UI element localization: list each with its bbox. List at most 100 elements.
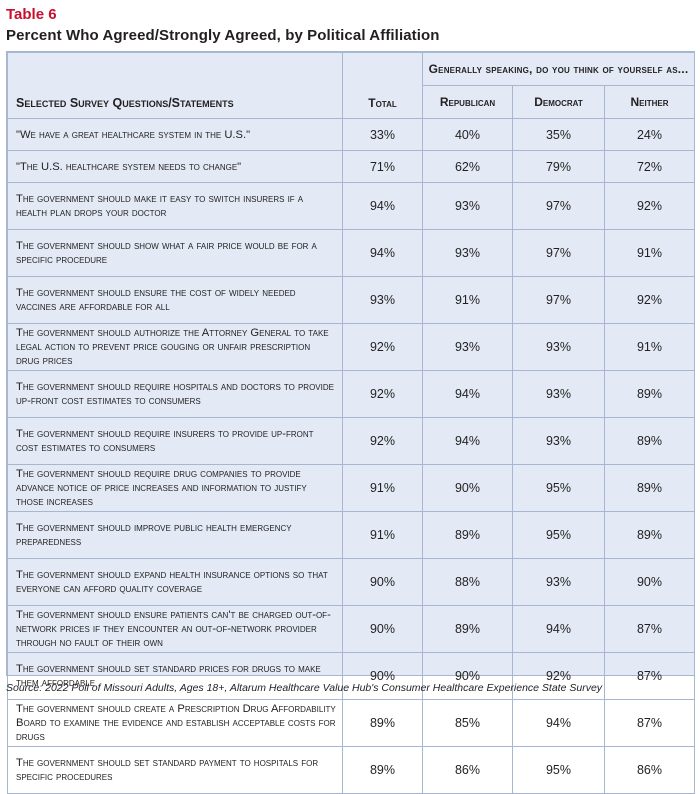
table-row: The government should create a Prescript… [7,699,695,747]
table-label: Table 6 [6,6,57,23]
question-column-header: Selected Survey Questions/Statements [7,52,343,119]
total-cell: 89% [342,746,423,794]
table-row: "The U.S. healthcare system needs to cha… [7,150,695,183]
republican-cell: 85% [422,699,513,747]
table-row: The government should ensure the cost of… [7,276,695,324]
neither-cell: 89% [604,417,695,465]
table-row: The government should ensure patients ca… [7,605,695,653]
table-row: "We have a great healthcare system in th… [7,118,695,151]
question-cell: The government should make it easy to sw… [7,182,343,230]
total-column-header: Total [342,52,423,119]
total-cell: 90% [342,605,423,653]
neither-cell: 92% [604,182,695,230]
question-cell: The government should authorize the Atto… [7,323,343,371]
neither-cell: 87% [604,699,695,747]
total-cell: 33% [342,118,423,151]
neither-cell: 86% [604,746,695,794]
table-row: The government should improve public hea… [7,511,695,559]
republican-cell: 93% [422,323,513,371]
neither-cell: 91% [604,323,695,371]
neither-cell: 72% [604,150,695,183]
neither-cell: 91% [604,229,695,277]
total-cell: 91% [342,464,423,512]
neither-cell: 87% [604,652,695,700]
neither-cell: 89% [604,370,695,418]
democrat-cell: 97% [512,182,605,230]
democrat-cell: 92% [512,652,605,700]
table-row: The government should set standard price… [7,652,695,700]
table-row: The government should set standard payme… [7,746,695,794]
democrat-column-header: Democrat [512,85,605,119]
question-cell: The government should require hospitals … [7,370,343,418]
republican-column-header: Republican [422,85,513,119]
question-cell: The government should require insurers t… [7,417,343,465]
neither-cell: 92% [604,276,695,324]
total-cell: 92% [342,323,423,371]
survey-table: Selected Survey Questions/Statements Tot… [6,51,695,794]
republican-cell: 90% [422,652,513,700]
neither-cell: 89% [604,511,695,559]
republican-cell: 88% [422,558,513,606]
democrat-cell: 79% [512,150,605,183]
question-cell: The government should require drug compa… [7,464,343,512]
republican-cell: 86% [422,746,513,794]
democrat-cell: 35% [512,118,605,151]
question-cell: "The U.S. healthcare system needs to cha… [7,150,343,183]
neither-cell: 90% [604,558,695,606]
democrat-cell: 95% [512,464,605,512]
source-note: Source: 2022 Poll of Missouri Adults, Ag… [6,682,603,694]
question-cell: The government should expand health insu… [7,558,343,606]
question-cell: "We have a great healthcare system in th… [7,118,343,151]
total-cell: 92% [342,370,423,418]
neither-cell: 24% [604,118,695,151]
total-cell: 71% [342,150,423,183]
democrat-cell: 93% [512,323,605,371]
republican-cell: 40% [422,118,513,151]
table-row: The government should require drug compa… [7,464,695,512]
table-row: The government should authorize the Atto… [7,323,695,371]
table-title: Percent Who Agreed/Strongly Agreed, by P… [6,27,440,44]
question-cell: The government should ensure the cost of… [7,276,343,324]
democrat-cell: 97% [512,229,605,277]
question-cell: The government should ensure patients ca… [7,605,343,653]
question-cell: The government should show what a fair p… [7,229,343,277]
total-cell: 94% [342,182,423,230]
neither-cell: 89% [604,464,695,512]
table-row: The government should require insurers t… [7,417,695,465]
total-cell: 94% [342,229,423,277]
neither-cell: 87% [604,605,695,653]
total-cell: 92% [342,417,423,465]
democrat-cell: 95% [512,746,605,794]
republican-cell: 89% [422,605,513,653]
question-cell: The government should set standard payme… [7,746,343,794]
democrat-cell: 93% [512,558,605,606]
democrat-cell: 97% [512,276,605,324]
total-cell: 90% [342,652,423,700]
total-cell: 90% [342,558,423,606]
total-cell: 91% [342,511,423,559]
neither-column-header: Neither [604,85,695,119]
table-row: The government should expand health insu… [7,558,695,606]
table-row: The government should require hospitals … [7,370,695,418]
total-cell: 93% [342,276,423,324]
question-cell: The government should improve public hea… [7,511,343,559]
republican-cell: 93% [422,182,513,230]
democrat-cell: 93% [512,370,605,418]
republican-cell: 90% [422,464,513,512]
republican-cell: 93% [422,229,513,277]
democrat-cell: 95% [512,511,605,559]
table-row: The government should show what a fair p… [7,229,695,277]
republican-cell: 94% [422,370,513,418]
table-row: The government should make it easy to sw… [7,182,695,230]
affiliation-group-header: Generally speaking, do you think of your… [422,52,695,86]
republican-cell: 89% [422,511,513,559]
question-cell: The government should set standard price… [7,652,343,700]
democrat-cell: 93% [512,417,605,465]
question-cell: The government should create a Prescript… [7,699,343,747]
republican-cell: 91% [422,276,513,324]
republican-cell: 94% [422,417,513,465]
total-cell: 89% [342,699,423,747]
democrat-cell: 94% [512,699,605,747]
democrat-cell: 94% [512,605,605,653]
republican-cell: 62% [422,150,513,183]
